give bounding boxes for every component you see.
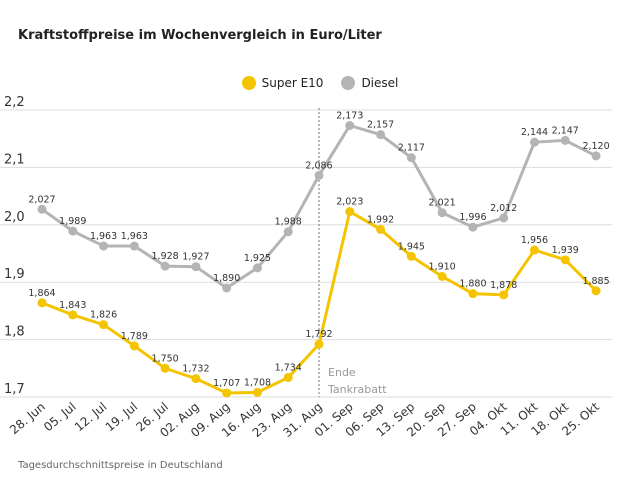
x-tick-label: 28. Jun (7, 400, 48, 438)
data-point (283, 227, 293, 237)
data-label: 1,792 (305, 329, 332, 340)
data-point (160, 363, 170, 373)
data-point (499, 290, 509, 300)
legend-marker (341, 76, 356, 90)
annotation-text: Ende (328, 366, 356, 379)
data-point (222, 283, 232, 293)
data-label: 2,012 (490, 203, 517, 214)
data-point (529, 245, 539, 255)
data-label: 1,732 (182, 364, 209, 375)
data-point (437, 271, 447, 281)
data-point (406, 251, 416, 261)
data-point (529, 137, 539, 147)
data-point (591, 151, 601, 161)
data-point (68, 310, 78, 320)
data-label: 1,843 (59, 300, 86, 311)
y-tick-label: 2,2 (4, 95, 25, 110)
data-point (314, 339, 324, 349)
data-label: 1,928 (152, 251, 179, 262)
data-label: 2,086 (305, 160, 332, 171)
data-label: 1,880 (459, 279, 486, 290)
data-point (376, 130, 386, 140)
data-point (37, 298, 47, 308)
data-label: 1,939 (552, 245, 579, 256)
data-label: 2,021 (429, 198, 456, 209)
y-tick-label: 2,0 (4, 210, 25, 225)
y-tick-label: 1,8 (4, 325, 25, 340)
legend: Super E10 Diesel (0, 76, 640, 90)
annotation-text: Tankrabatt (327, 383, 387, 396)
data-point (560, 135, 570, 145)
data-label: 1,789 (121, 331, 148, 342)
data-label: 1,890 (213, 273, 240, 284)
data-point (468, 289, 478, 299)
data-label: 1,989 (59, 216, 86, 227)
data-point (68, 226, 78, 236)
data-point (129, 341, 139, 351)
data-label: 1,885 (582, 276, 609, 287)
data-label: 1,707 (213, 378, 240, 389)
data-point (345, 120, 355, 130)
data-point (345, 207, 355, 217)
data-point (560, 255, 570, 265)
data-label: 1,864 (28, 288, 55, 299)
y-tick-label: 2,1 (4, 152, 25, 167)
x-tick-label: 12. Jul (72, 400, 110, 435)
footnote: Tagesdurchschnittspreise in Deutschland (18, 460, 223, 471)
data-point (99, 241, 109, 251)
data-label: 1,734 (275, 362, 302, 373)
data-label: 1,708 (244, 377, 271, 388)
legend-label: Super E10 (261, 76, 324, 90)
data-point (191, 374, 201, 384)
data-label: 1,826 (90, 310, 117, 321)
legend-label: Diesel (361, 76, 399, 90)
data-point (437, 208, 447, 218)
data-point (129, 241, 139, 251)
data-point (283, 372, 293, 382)
data-label: 2,157 (367, 120, 394, 131)
data-label: 1,992 (367, 214, 394, 225)
chart-title: Kraftstoffpreise im Wochenvergleich in E… (18, 28, 382, 43)
x-tick-label: 05. Jul (41, 400, 79, 435)
x-tick-label: 19. Jul (103, 400, 141, 435)
y-tick-label: 1,7 (4, 382, 25, 397)
data-label: 2,117 (398, 143, 425, 154)
legend-marker (241, 76, 256, 90)
data-label: 1,956 (521, 235, 548, 246)
data-label: 2,023 (336, 197, 363, 208)
data-label: 1,945 (398, 241, 425, 252)
data-point (468, 222, 478, 232)
data-label: 2,173 (336, 110, 363, 121)
data-point (499, 213, 509, 223)
data-label: 1,988 (275, 217, 302, 228)
data-point (99, 320, 109, 330)
y-tick-label: 1,9 (4, 267, 25, 282)
data-label: 1,925 (244, 253, 271, 264)
data-label: 1,750 (152, 353, 179, 364)
data-point (406, 153, 416, 163)
data-label: 1,927 (182, 252, 209, 263)
data-label: 1,996 (459, 212, 486, 223)
data-label: 2,144 (521, 127, 548, 138)
data-point (222, 388, 232, 398)
data-label: 1,963 (121, 231, 148, 242)
data-label: 1,963 (90, 231, 117, 242)
data-point (376, 224, 386, 234)
data-point (191, 262, 201, 272)
legend-item-super-e10: Super E10 (241, 76, 324, 90)
data-label: 2,027 (28, 194, 55, 205)
data-point (252, 387, 262, 397)
data-point (37, 204, 47, 214)
data-label: 2,147 (552, 125, 579, 136)
data-point (314, 170, 324, 180)
legend-item-diesel: Diesel (341, 76, 398, 90)
data-label: 1,910 (429, 261, 456, 272)
data-label: 2,120 (582, 141, 609, 152)
data-point (160, 261, 170, 271)
data-label: 1,878 (490, 280, 517, 291)
data-point (252, 263, 262, 273)
data-point (591, 286, 601, 296)
